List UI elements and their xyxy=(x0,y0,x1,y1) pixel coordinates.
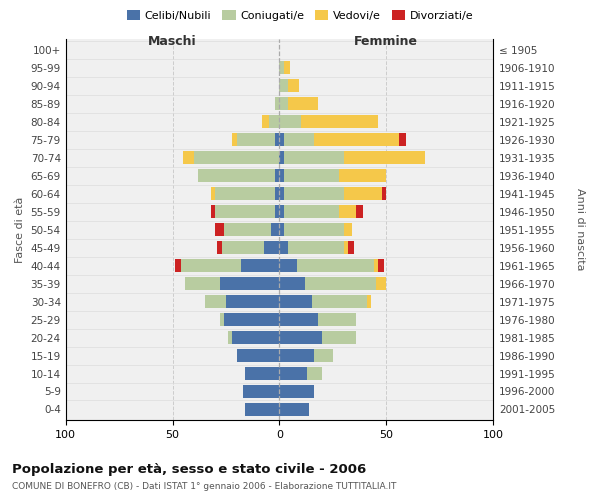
Bar xyxy=(232,133,236,146)
Bar xyxy=(224,223,271,236)
Bar xyxy=(340,169,386,182)
Bar xyxy=(211,187,215,200)
Bar xyxy=(284,205,340,218)
Bar xyxy=(344,223,352,236)
Bar xyxy=(376,277,386,290)
Bar xyxy=(280,79,288,92)
Bar xyxy=(340,205,356,218)
Y-axis label: Fasce di età: Fasce di età xyxy=(15,196,25,263)
Bar xyxy=(284,223,344,236)
Bar xyxy=(245,403,280,416)
Bar xyxy=(236,349,280,362)
Bar xyxy=(224,313,280,326)
Bar xyxy=(275,187,280,200)
Bar xyxy=(265,241,280,254)
Bar xyxy=(367,295,371,308)
Bar xyxy=(348,241,354,254)
Bar xyxy=(280,277,305,290)
Bar xyxy=(280,331,322,344)
Bar xyxy=(226,295,280,308)
Bar xyxy=(280,241,288,254)
Bar xyxy=(262,115,269,128)
Bar xyxy=(280,151,284,164)
Bar xyxy=(275,133,280,146)
Bar xyxy=(241,259,280,272)
Bar xyxy=(280,403,310,416)
Bar xyxy=(275,97,280,110)
Bar xyxy=(280,367,307,380)
Bar xyxy=(284,151,344,164)
Bar xyxy=(232,331,280,344)
Bar xyxy=(194,151,280,164)
Bar xyxy=(220,313,224,326)
Bar xyxy=(284,61,290,74)
Bar xyxy=(215,223,224,236)
Bar xyxy=(280,205,284,218)
Bar xyxy=(280,115,301,128)
Bar xyxy=(280,223,284,236)
Bar xyxy=(269,115,280,128)
Bar xyxy=(222,241,265,254)
Bar xyxy=(314,349,333,362)
Bar xyxy=(378,259,384,272)
Bar xyxy=(280,295,311,308)
Bar xyxy=(344,187,382,200)
Bar xyxy=(245,367,280,380)
Bar xyxy=(307,367,322,380)
Bar xyxy=(284,187,344,200)
Bar xyxy=(183,151,194,164)
Text: COMUNE DI BONEFRO (CB) - Dati ISTAT 1° gennaio 2006 - Elaborazione TUTTITALIA.IT: COMUNE DI BONEFRO (CB) - Dati ISTAT 1° g… xyxy=(12,482,397,491)
Bar xyxy=(374,259,378,272)
Bar xyxy=(275,205,280,218)
Bar xyxy=(284,133,314,146)
Text: Popolazione per età, sesso e stato civile - 2006: Popolazione per età, sesso e stato civil… xyxy=(12,462,366,475)
Bar xyxy=(305,277,376,290)
Bar xyxy=(215,205,275,218)
Bar xyxy=(280,187,284,200)
Text: Femmine: Femmine xyxy=(355,35,418,48)
Bar xyxy=(205,295,226,308)
Bar xyxy=(217,241,222,254)
Legend: Celibi/Nubili, Coniugati/e, Vedovi/e, Divorziati/e: Celibi/Nubili, Coniugati/e, Vedovi/e, Di… xyxy=(122,6,478,25)
Bar xyxy=(280,259,296,272)
Bar xyxy=(220,277,280,290)
Bar xyxy=(280,133,284,146)
Bar xyxy=(175,259,181,272)
Bar xyxy=(280,169,284,182)
Bar xyxy=(280,385,314,398)
Bar xyxy=(284,169,340,182)
Text: Maschi: Maschi xyxy=(148,35,197,48)
Bar xyxy=(275,169,280,182)
Y-axis label: Anni di nascita: Anni di nascita xyxy=(575,188,585,271)
Bar xyxy=(237,133,275,146)
Bar xyxy=(301,115,378,128)
Bar xyxy=(181,259,241,272)
Bar xyxy=(215,187,275,200)
Bar xyxy=(228,331,232,344)
Bar xyxy=(271,223,280,236)
Bar xyxy=(280,97,288,110)
Bar xyxy=(318,313,356,326)
Bar xyxy=(280,61,284,74)
Bar xyxy=(280,349,314,362)
Bar xyxy=(288,97,318,110)
Bar xyxy=(288,241,344,254)
Bar xyxy=(344,241,348,254)
Bar xyxy=(288,79,299,92)
Bar xyxy=(185,277,220,290)
Bar xyxy=(382,187,386,200)
Bar xyxy=(322,331,356,344)
Bar xyxy=(280,313,318,326)
Bar xyxy=(243,385,280,398)
Bar xyxy=(399,133,406,146)
Bar xyxy=(198,169,275,182)
Bar xyxy=(296,259,374,272)
Bar xyxy=(344,151,425,164)
Bar xyxy=(211,205,215,218)
Bar xyxy=(311,295,367,308)
Bar xyxy=(356,205,363,218)
Bar xyxy=(314,133,399,146)
